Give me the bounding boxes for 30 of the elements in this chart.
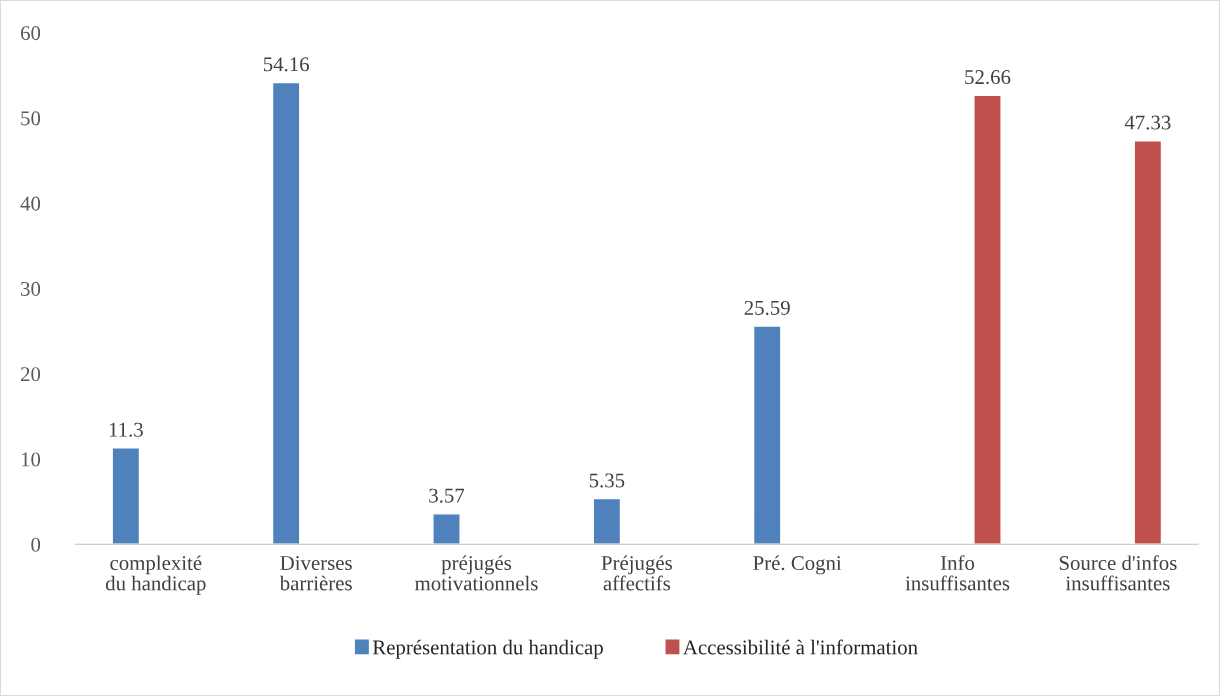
bar (592, 497, 622, 545)
x-tick-label: Pré. Cogni (753, 555, 842, 575)
y-tick-label: 30 (21, 281, 41, 296)
x-tick-label: préjugés motivationnels (415, 555, 538, 591)
bar (1133, 140, 1163, 545)
x-tick-label: Diverses barrières (279, 556, 352, 591)
y-tick-label: 20 (21, 367, 41, 382)
data-label: 54.16 (263, 57, 309, 72)
x-tick-label: complexité du handicap (105, 555, 206, 595)
y-tick-label: 40 (20, 196, 41, 211)
legend-label: Accessibilité à l'information (683, 639, 918, 655)
x-tick-label: Info insuffisantes (905, 555, 1010, 591)
bar (432, 513, 461, 545)
y-tick-label: 0 (31, 537, 41, 552)
data-label: 5.35 (589, 473, 625, 488)
legend-label: Représentation du handicap (372, 639, 603, 659)
data-label: 11.3 (109, 422, 143, 437)
bar (111, 447, 141, 545)
data-label: 3.57 (429, 488, 465, 503)
data-label: 47.33 (1124, 115, 1171, 130)
y-tick-label: 10 (21, 452, 41, 467)
data-label: 25.59 (744, 300, 790, 316)
y-tick-label: 50 (21, 111, 41, 126)
bar (973, 94, 1002, 545)
bar (752, 325, 782, 545)
x-tick-label: Source d'infos insuffisantes (1059, 555, 1177, 591)
x-tick-label: Préjugés affectifs (601, 555, 672, 591)
data-label: 52.66 (965, 70, 1011, 85)
y-tick-label: 60 (20, 26, 41, 41)
bar (271, 81, 301, 545)
